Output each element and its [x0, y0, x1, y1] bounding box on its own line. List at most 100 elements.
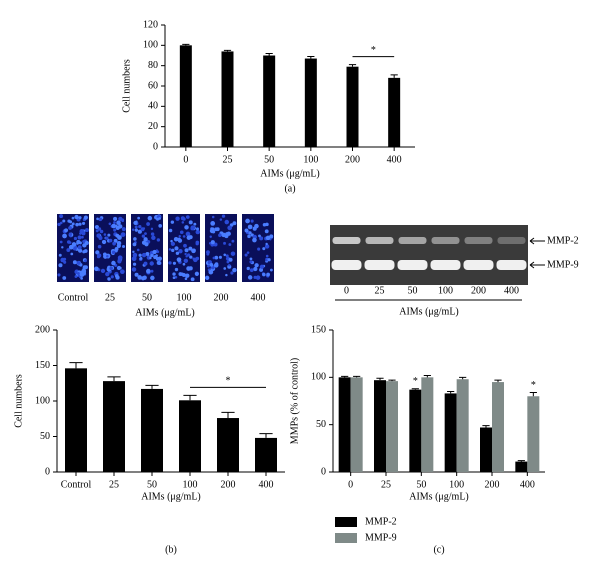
cell-dot	[75, 222, 79, 227]
micrograph	[57, 214, 89, 282]
legend-swatch	[335, 533, 357, 543]
cell-dot	[171, 248, 175, 253]
bar	[263, 55, 276, 147]
error-bar	[376, 377, 384, 381]
cell-dot	[112, 241, 116, 246]
x-tick-label: 25	[223, 154, 233, 165]
error-bar	[423, 374, 431, 378]
cell-dot	[210, 221, 216, 226]
cell-dot	[175, 251, 180, 255]
cell-dot	[71, 242, 77, 247]
cell-dot	[99, 229, 104, 234]
cell-dot	[81, 235, 84, 239]
cell-dot	[156, 238, 161, 242]
cell-dot	[59, 221, 63, 225]
x-tick-label: 200	[485, 479, 500, 490]
cell-dot	[244, 253, 248, 257]
cell-dot	[248, 231, 252, 235]
cell-dot	[172, 272, 176, 276]
cell-dot	[137, 275, 142, 280]
cell-dot	[121, 227, 126, 232]
bar	[456, 379, 469, 472]
cell-dot	[136, 248, 140, 252]
cell-dot	[155, 254, 158, 257]
bar	[346, 66, 359, 147]
micrograph	[131, 214, 163, 282]
cell-dot	[108, 238, 113, 243]
micrograph-label: 100	[177, 292, 192, 303]
cell-dot	[210, 240, 215, 245]
band-lower	[397, 260, 428, 270]
cell-dot	[187, 253, 191, 257]
cell-dot	[132, 242, 137, 247]
cell-dot	[116, 243, 122, 249]
cell-dot	[174, 246, 179, 251]
error-bar	[494, 379, 502, 383]
cell-dot	[208, 269, 214, 275]
cell-dot	[96, 217, 99, 221]
lane-label: 400	[504, 285, 519, 296]
cell-dot	[184, 248, 189, 253]
error-bar	[353, 375, 361, 378]
lane-label: 25	[375, 285, 385, 296]
cell-dot	[250, 219, 254, 223]
cell-dot	[232, 221, 237, 226]
cell-dot	[209, 235, 212, 238]
cell-dot	[110, 275, 114, 279]
cell-dot	[168, 228, 173, 233]
cell-dot	[211, 215, 215, 219]
x-tick-label: 400	[259, 479, 274, 490]
caption: (b)	[165, 544, 177, 555]
cell-dot	[225, 254, 229, 258]
cell-dot	[63, 260, 67, 264]
band-upper	[365, 237, 394, 244]
cell-dot	[170, 220, 175, 224]
cell-dot	[194, 271, 199, 276]
x-axis-label: AIMs (μg/mL)	[260, 168, 320, 179]
band-label: MMP-2	[547, 235, 579, 246]
bar	[350, 377, 363, 472]
cell-dot	[181, 273, 186, 277]
error-bar	[411, 388, 419, 390]
cell-dot	[205, 275, 210, 280]
x-tick-label: 50	[264, 154, 274, 165]
cell-dot	[212, 256, 216, 260]
cell-dot	[213, 263, 219, 268]
cell-dot	[218, 255, 222, 259]
y-axis-label: Cell numbers	[13, 374, 24, 428]
cell-dot	[113, 221, 116, 224]
error-bar	[69, 362, 83, 369]
cell-dot	[83, 249, 88, 253]
y-tick-label: 50	[40, 431, 50, 442]
cell-dot	[84, 228, 89, 233]
micrograph-label: Control	[58, 292, 89, 303]
caption: (c)	[433, 544, 444, 555]
cell-dot	[83, 215, 88, 220]
cell-dot	[117, 255, 123, 261]
cell-dot	[190, 277, 195, 282]
cell-dot	[79, 229, 85, 234]
cell-dot	[150, 269, 154, 273]
cell-dot	[184, 252, 187, 256]
x-tick-label: 25	[109, 479, 119, 490]
gel	[330, 225, 528, 285]
cell-dot	[170, 239, 173, 243]
cell-dot	[227, 225, 233, 231]
cell-dot	[77, 235, 82, 240]
cell-dot	[254, 263, 259, 268]
error-bar	[183, 394, 197, 401]
bar	[421, 377, 434, 472]
cell-dot	[184, 225, 189, 230]
cell-dot	[173, 236, 179, 242]
cell-dot	[66, 248, 71, 252]
cell-dot	[221, 214, 226, 218]
error-bar	[447, 391, 455, 394]
cell-dot	[172, 261, 177, 265]
cell-dot	[67, 219, 71, 223]
micrograph	[205, 214, 237, 282]
cell-dot	[68, 226, 72, 230]
cell-dot	[74, 214, 79, 220]
cell-dot	[151, 235, 156, 240]
